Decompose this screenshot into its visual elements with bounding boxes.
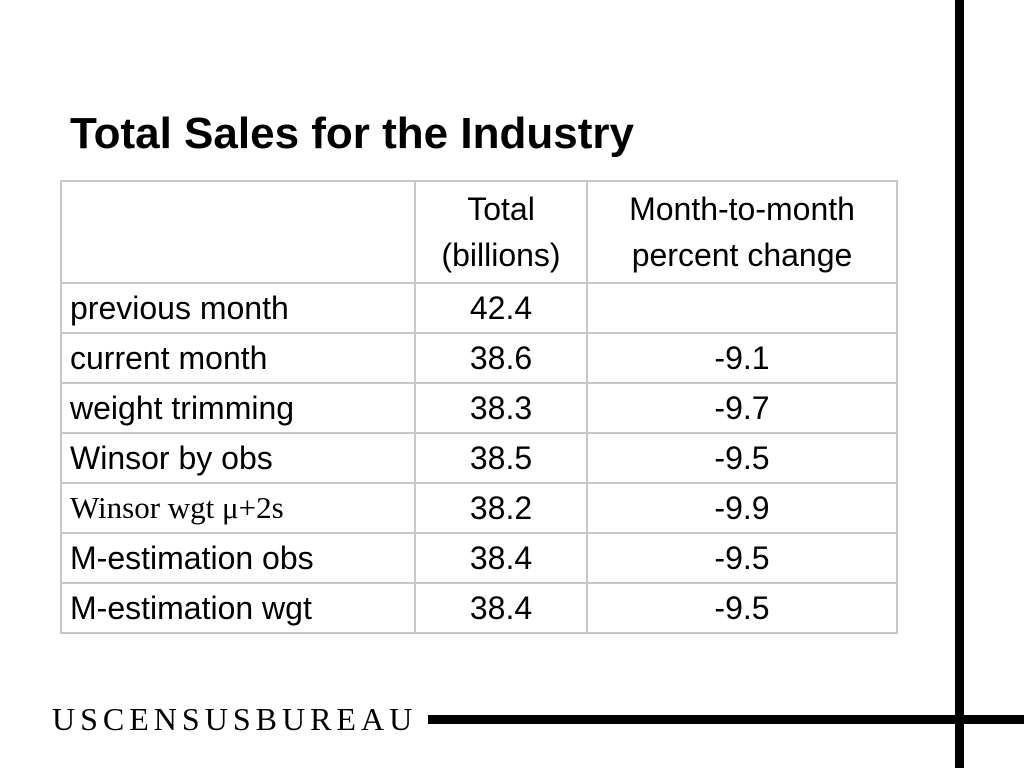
page-title: Total Sales for the Industry (70, 109, 634, 158)
census-bureau-logo: USCENSUSBUREAU (52, 701, 418, 737)
row-label: current month (60, 332, 416, 384)
row-total: 38.4 (414, 532, 588, 584)
row-change: -9.9 (586, 482, 898, 534)
header-total-line1: Total (467, 191, 535, 227)
row-label: M-estimation obs (60, 532, 416, 584)
row-label: M-estimation wgt (60, 582, 416, 634)
row-total: 38.6 (414, 332, 588, 384)
table-row: weight trimming 38.3 -9.7 (60, 382, 898, 434)
row-change: -9.5 (586, 532, 898, 584)
row-label: previous month (60, 282, 416, 334)
table-header-row: Total (billions) Month-to-month percent … (60, 180, 898, 284)
table-row: previous month 42.4 (60, 282, 898, 334)
row-total: 38.2 (414, 482, 588, 534)
row-change (586, 282, 898, 334)
row-label: Winsor wgt μ+2s (60, 482, 416, 534)
header-total-line2: (billions) (441, 237, 561, 273)
row-total: 38.5 (414, 432, 588, 484)
row-label: weight trimming (60, 382, 416, 434)
header-change-line1: Month-to-month (629, 191, 855, 227)
table-row: M-estimation obs 38.4 -9.5 (60, 532, 898, 584)
vertical-rule (955, 0, 964, 768)
header-change-line2: percent change (631, 237, 853, 273)
row-change: -9.5 (586, 432, 898, 484)
header-total: Total (billions) (414, 180, 588, 284)
row-total: 38.4 (414, 582, 588, 634)
row-change: -9.1 (586, 332, 898, 384)
horizontal-rule (428, 715, 1024, 724)
row-label: Winsor by obs (60, 432, 416, 484)
row-change: -9.5 (586, 582, 898, 634)
sales-table: Total (billions) Month-to-month percent … (60, 180, 898, 634)
table-row: M-estimation wgt 38.4 -9.5 (60, 582, 898, 634)
table-row: Winsor wgt μ+2s 38.2 -9.9 (60, 482, 898, 534)
row-total: 38.3 (414, 382, 588, 434)
header-blank (60, 180, 416, 284)
table-row: current month 38.6 -9.1 (60, 332, 898, 384)
table-row: Winsor by obs 38.5 -9.5 (60, 432, 898, 484)
row-total: 42.4 (414, 282, 588, 334)
row-change: -9.7 (586, 382, 898, 434)
header-change: Month-to-month percent change (586, 180, 898, 284)
